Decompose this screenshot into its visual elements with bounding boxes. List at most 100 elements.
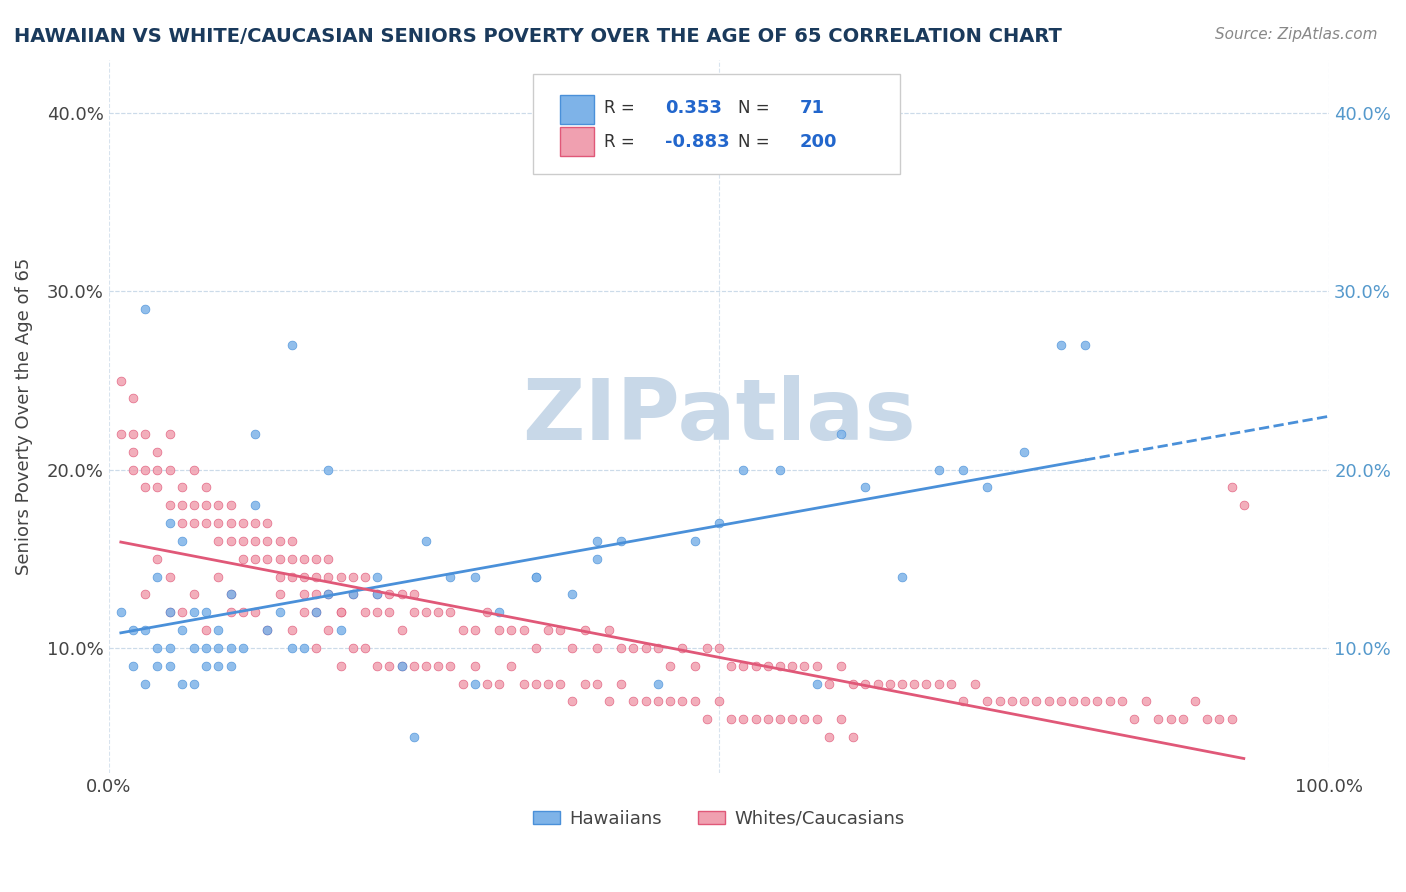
Point xyxy=(219,605,242,619)
Point xyxy=(170,481,193,495)
Point xyxy=(610,640,633,655)
Point xyxy=(952,463,974,477)
Point xyxy=(623,694,645,708)
Point xyxy=(329,569,352,583)
Point xyxy=(269,587,291,601)
Point xyxy=(744,712,766,726)
Point xyxy=(342,640,364,655)
Point xyxy=(671,694,693,708)
Point xyxy=(366,605,388,619)
Point xyxy=(769,712,792,726)
Point xyxy=(1220,712,1243,726)
Point xyxy=(1184,694,1206,708)
Point xyxy=(1074,694,1097,708)
Point xyxy=(183,640,205,655)
Point xyxy=(318,587,340,601)
Point xyxy=(598,694,620,708)
Point xyxy=(219,587,242,601)
Point xyxy=(354,569,377,583)
Point xyxy=(243,516,266,530)
Point xyxy=(548,676,571,690)
Point xyxy=(464,569,486,583)
Point xyxy=(318,623,340,637)
Point xyxy=(146,658,169,673)
Point xyxy=(170,498,193,512)
Point xyxy=(292,551,315,566)
Point xyxy=(683,533,706,548)
Point xyxy=(537,623,560,637)
Point xyxy=(415,658,437,673)
Point xyxy=(122,445,145,459)
Point xyxy=(219,640,242,655)
Point xyxy=(280,623,302,637)
Point xyxy=(744,658,766,673)
Point xyxy=(647,694,669,708)
Point xyxy=(1085,694,1108,708)
Point xyxy=(1074,338,1097,352)
Point xyxy=(146,569,169,583)
Legend: Hawaiians, Whites/Caucasians: Hawaiians, Whites/Caucasians xyxy=(526,803,911,835)
Point xyxy=(366,658,388,673)
Point xyxy=(1123,712,1146,726)
Point xyxy=(195,516,218,530)
Point xyxy=(1147,712,1170,726)
Point xyxy=(780,658,803,673)
Point xyxy=(232,605,254,619)
Point xyxy=(707,516,730,530)
Point xyxy=(354,640,377,655)
Point xyxy=(195,498,218,512)
Point xyxy=(439,658,461,673)
Point xyxy=(183,605,205,619)
Point xyxy=(146,481,169,495)
Point xyxy=(170,605,193,619)
Point xyxy=(574,623,596,637)
Point xyxy=(623,640,645,655)
Point xyxy=(134,427,156,442)
Point xyxy=(647,676,669,690)
Point xyxy=(378,587,401,601)
Point xyxy=(769,658,792,673)
Point xyxy=(243,427,266,442)
Point xyxy=(269,605,291,619)
Point xyxy=(146,640,169,655)
Point xyxy=(256,623,278,637)
Point xyxy=(988,694,1011,708)
Point xyxy=(280,569,302,583)
Point xyxy=(488,623,510,637)
Point xyxy=(159,498,181,512)
Point xyxy=(219,516,242,530)
Point xyxy=(122,392,145,406)
Point xyxy=(488,676,510,690)
Point xyxy=(928,676,950,690)
Point xyxy=(756,712,779,726)
Point xyxy=(146,551,169,566)
Point xyxy=(232,533,254,548)
Point xyxy=(219,498,242,512)
Point xyxy=(391,658,413,673)
Point xyxy=(501,658,523,673)
Point xyxy=(524,640,547,655)
Point xyxy=(696,640,718,655)
Point xyxy=(183,676,205,690)
Point xyxy=(366,587,388,601)
Point xyxy=(243,605,266,619)
Point xyxy=(1012,694,1035,708)
Point xyxy=(159,427,181,442)
Point xyxy=(671,640,693,655)
Point xyxy=(806,712,828,726)
Point xyxy=(586,640,609,655)
Point xyxy=(378,605,401,619)
Point xyxy=(928,463,950,477)
Point xyxy=(110,374,132,388)
Point xyxy=(195,640,218,655)
Text: 71: 71 xyxy=(800,99,824,117)
Point xyxy=(134,302,156,317)
Point xyxy=(292,640,315,655)
Point xyxy=(183,463,205,477)
Point xyxy=(1220,481,1243,495)
Point xyxy=(207,658,229,673)
Point xyxy=(610,533,633,548)
Point xyxy=(464,623,486,637)
Point xyxy=(305,640,328,655)
Point xyxy=(1012,445,1035,459)
